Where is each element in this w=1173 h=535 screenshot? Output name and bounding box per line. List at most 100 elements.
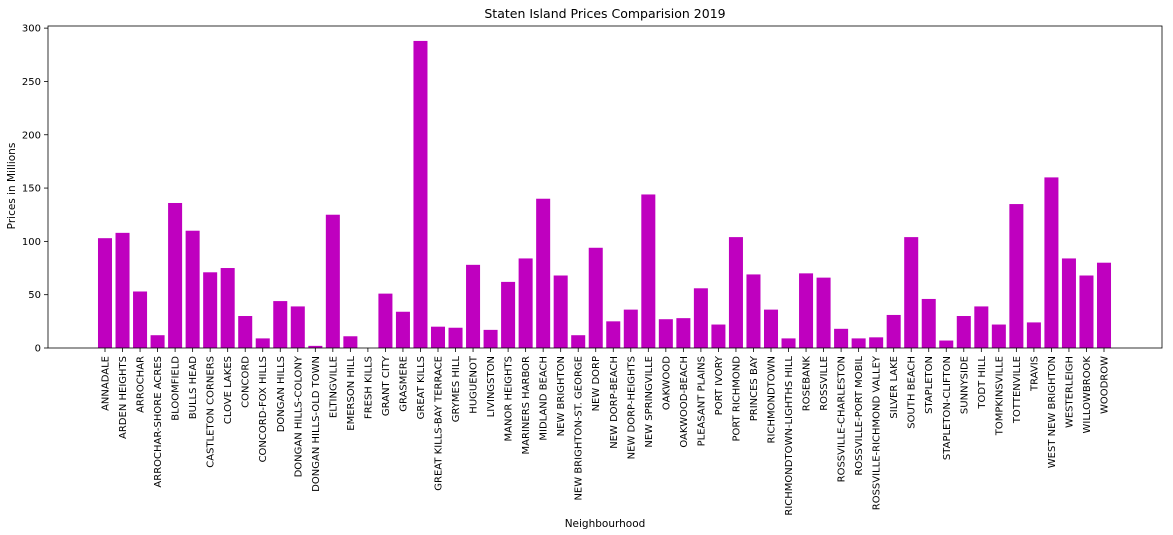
bar-47 bbox=[921, 298, 936, 348]
bar-19 bbox=[430, 326, 446, 348]
x-tick-label: SOUTH BEACH bbox=[907, 356, 918, 429]
x-tick-label: TODT HILL bbox=[977, 356, 988, 410]
x-tick-label: OAKWOOD bbox=[661, 356, 672, 410]
bar-5 bbox=[185, 230, 200, 348]
x-tick-label: ROSSVILLE-RICHMOND VALLEY bbox=[872, 355, 883, 510]
x-tick-label: ELTINGVILLE bbox=[328, 356, 339, 418]
bar-24 bbox=[518, 258, 533, 348]
x-tick-label: CASTLETON CORNERS bbox=[206, 356, 217, 468]
x-tick-label: ROSSVILLE bbox=[819, 356, 830, 411]
x-tick-label: ARROCHAR-SHORE ACRES bbox=[153, 356, 164, 488]
bar-30 bbox=[623, 309, 638, 348]
bar-12 bbox=[308, 345, 323, 348]
bar-57 bbox=[1096, 262, 1112, 348]
bar-20 bbox=[448, 327, 463, 348]
bar-39 bbox=[781, 338, 796, 348]
bar-31 bbox=[641, 194, 656, 348]
x-tick-label: CLOVE LAKES bbox=[223, 356, 234, 424]
bar-56 bbox=[1079, 275, 1094, 348]
bar-25 bbox=[536, 198, 551, 348]
bar-29 bbox=[606, 321, 621, 348]
x-tick-label: DONGAN HILLS-OLD TOWN bbox=[311, 356, 322, 492]
x-tick-label: SUNNYSIDE bbox=[959, 356, 970, 414]
bar-6 bbox=[203, 272, 218, 348]
x-tick-label: GREAT KILLS bbox=[416, 356, 427, 419]
x-tick-label: GRYMES HILL bbox=[451, 356, 462, 423]
x-tick-label: CONCORD bbox=[241, 356, 252, 408]
x-tick-label: TOMPKINSVILLE bbox=[994, 356, 1005, 436]
y-tick-label: 250 bbox=[22, 77, 41, 88]
y-tick-label: 50 bbox=[28, 290, 41, 301]
bar-37 bbox=[746, 274, 761, 348]
x-axis: ANNADALE ARDEN HEIGHTS ARROCHAR ARROCHAR-SH… bbox=[101, 348, 1111, 516]
x-tick-label: STAPLETON-CLIFTON bbox=[942, 356, 953, 460]
x-tick-label: PORT RICHMOND bbox=[731, 356, 742, 442]
bar-43 bbox=[851, 338, 866, 348]
bar-40 bbox=[799, 273, 814, 348]
chart-title: Staten Island Prices Comparision 2019 bbox=[484, 6, 725, 21]
bar-32 bbox=[658, 319, 673, 348]
x-tick-label: OAKWOOD-BEACH bbox=[679, 356, 690, 448]
bar-23 bbox=[501, 281, 516, 348]
bar-50 bbox=[974, 306, 989, 348]
x-tick-label: NEW DORP-HEIGHTS bbox=[626, 356, 637, 459]
x-tick-label: ARDEN HEIGHTS bbox=[118, 356, 129, 439]
x-tick-label: NEW DORP-BEACH bbox=[609, 356, 620, 449]
bar-35 bbox=[711, 324, 726, 348]
x-tick-label: ROSEBANK bbox=[802, 356, 813, 412]
bar-18 bbox=[413, 40, 428, 349]
bar-49 bbox=[956, 316, 971, 348]
x-tick-label: TOTTENVILLE bbox=[1012, 356, 1023, 424]
x-tick-label: RICHMONDTOWN bbox=[767, 356, 778, 443]
bar-22 bbox=[483, 329, 498, 348]
bar-13 bbox=[325, 214, 340, 348]
bar-34 bbox=[693, 288, 708, 348]
y-tick-label: 100 bbox=[22, 237, 41, 248]
x-tick-label: HUGUENOT bbox=[469, 355, 480, 414]
bar-0 bbox=[97, 238, 113, 348]
plot-area-frame bbox=[47, 25, 1163, 349]
x-tick-label: RICHMONDTOWN-LIGHTHS HILL bbox=[784, 356, 795, 516]
bar-9 bbox=[255, 338, 270, 348]
bar-7 bbox=[220, 268, 235, 348]
x-tick-label: PORT IVORY bbox=[714, 355, 725, 415]
x-tick-label: NEW DORP bbox=[591, 356, 602, 411]
bar-3 bbox=[150, 335, 165, 348]
bar-28 bbox=[588, 247, 603, 348]
bar-44 bbox=[869, 337, 884, 348]
bar-27 bbox=[571, 335, 586, 348]
x-tick-label: PLEASANT PLAINS bbox=[696, 356, 707, 446]
x-tick-label: NEW BRIGHTON bbox=[556, 356, 567, 436]
x-tick-label: FRESH KILLS bbox=[363, 356, 374, 419]
x-tick-label: PRINCES BAY bbox=[749, 355, 760, 421]
x-tick-label: ROSSVILLE-PORT MOBIL bbox=[854, 356, 865, 476]
bar-45 bbox=[886, 314, 901, 348]
x-tick-label: DONGAN HILLS bbox=[276, 356, 287, 432]
x-tick-label: STAPLETON bbox=[924, 356, 935, 414]
x-tick-label: TRAVIS bbox=[1029, 356, 1040, 392]
x-tick-label: MIDLAND BEACH bbox=[539, 356, 550, 441]
bar-14 bbox=[343, 336, 358, 348]
bar-36 bbox=[728, 237, 743, 348]
y-axis: 0 50 100 150 200 250 300 bbox=[22, 24, 48, 355]
bar-21 bbox=[466, 264, 481, 348]
bar-55 bbox=[1061, 258, 1076, 348]
bar-2 bbox=[133, 291, 148, 348]
x-tick-label: GRASMERE bbox=[398, 356, 409, 412]
x-tick-label: DONGAN HILLS-COLONY bbox=[293, 355, 304, 477]
x-tick-label: WESTERLEIGH bbox=[1064, 356, 1075, 428]
bar-8 bbox=[238, 316, 253, 348]
bar-42 bbox=[834, 328, 849, 348]
x-tick-label: CONCORD-FOX HILLS bbox=[258, 356, 269, 462]
bar-1 bbox=[115, 232, 130, 348]
x-tick-label: WILLOWBROOK bbox=[1082, 356, 1093, 434]
bar-54 bbox=[1044, 177, 1059, 348]
bar-17 bbox=[395, 311, 410, 348]
bar-52 bbox=[1009, 204, 1024, 348]
bar-10 bbox=[273, 301, 288, 348]
x-tick-label: LIVINGSTON bbox=[486, 356, 497, 417]
x-axis-label: Neighbourhood bbox=[565, 518, 646, 530]
bar-41 bbox=[816, 277, 831, 348]
bar-4 bbox=[168, 202, 183, 348]
